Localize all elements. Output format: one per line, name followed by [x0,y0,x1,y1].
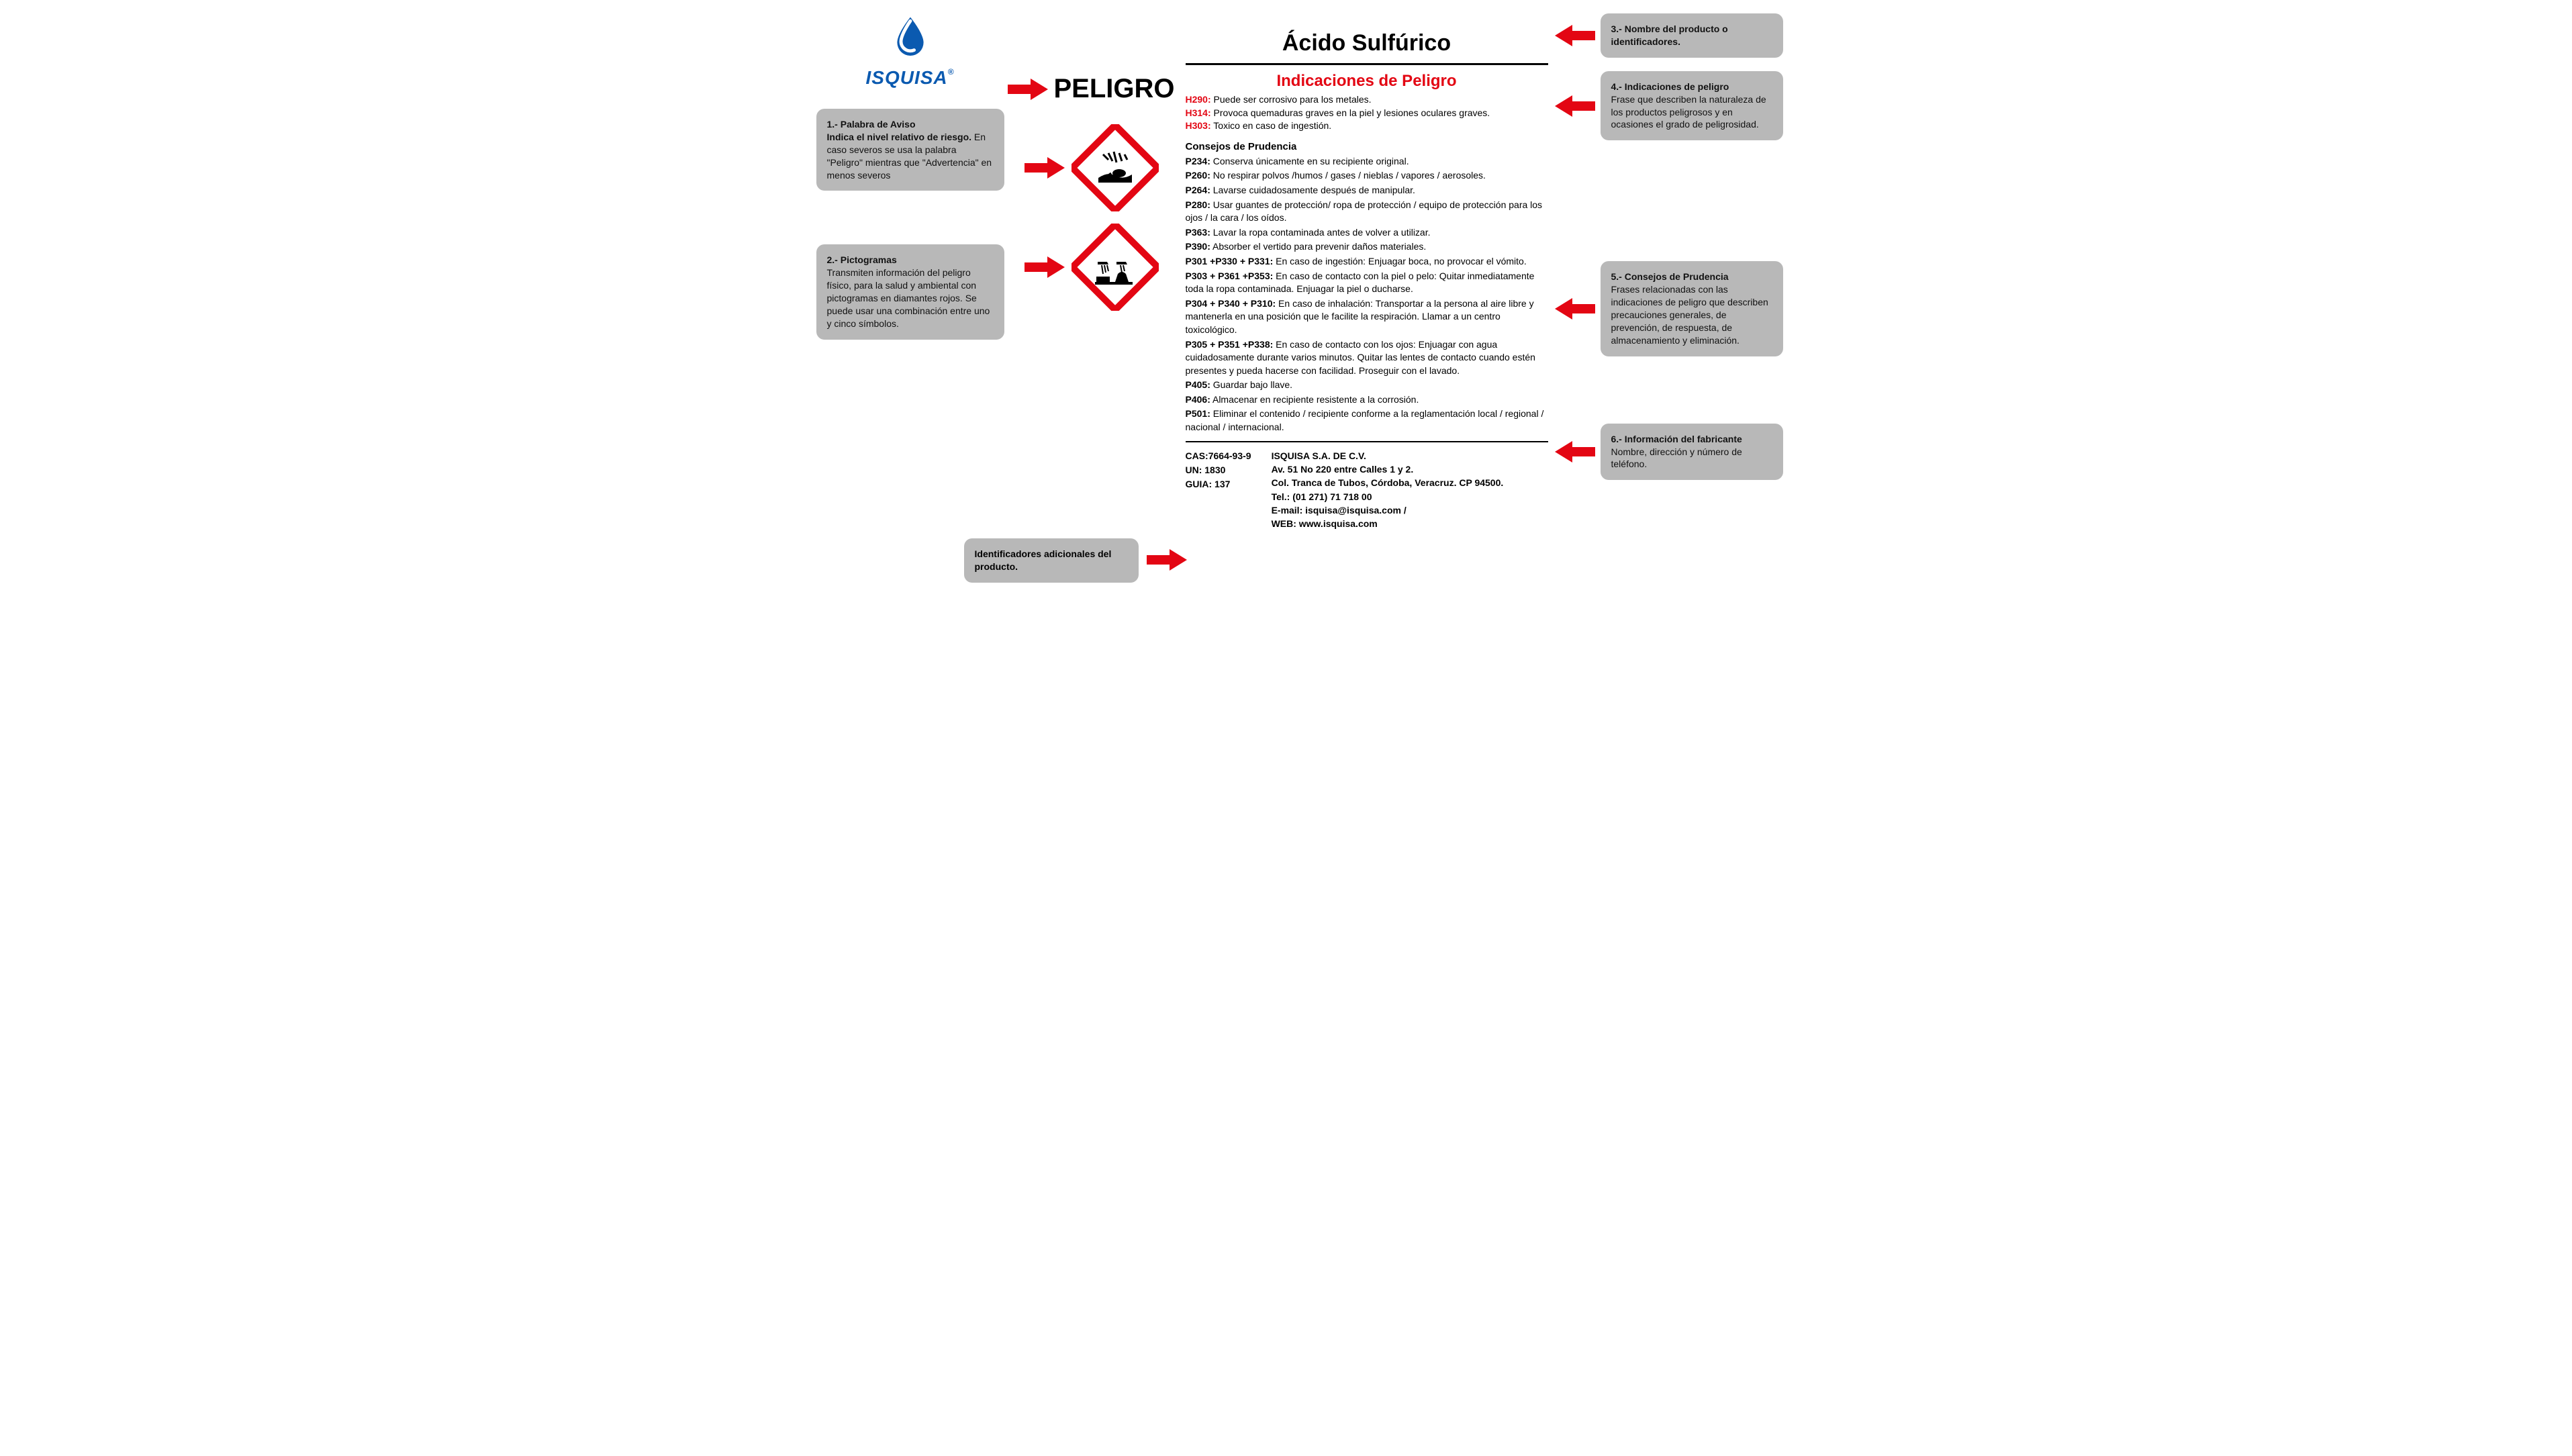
hazard-text: Puede ser corrosivo para los metales. [1211,94,1372,105]
prudence-line: P406: Almacenar en recipiente resistente… [1186,393,1548,407]
product-identifiers: CAS:7664-93-9 UN: 1830 GUIA: 137 [1186,449,1251,531]
product-title: Ácido Sulfúrico [1186,30,1548,56]
callout-3-product-name: 3.- Nombre del producto o identificadore… [1601,13,1783,58]
guia-number: GUIA: 137 [1186,477,1251,491]
mfr-web: WEB: www.isquisa.com [1272,517,1504,530]
prudence-line: P280: Usar guantes de protección/ ropa d… [1186,199,1548,225]
prudence-code: P260: [1186,170,1210,181]
arrow-left-icon [1555,297,1595,321]
divider [1186,63,1548,65]
prudence-code: P363: [1186,227,1210,238]
callout-2-body: Transmiten información del peligro físic… [827,267,990,329]
arrow-right-icon [1025,255,1065,279]
prudence-line: P405: Guardar bajo llave. [1186,379,1548,392]
prudence-text: Usar guantes de protección/ ropa de prot… [1186,199,1543,224]
prudence-line: P234: Conserva únicamente en su recipien… [1186,155,1548,168]
prudence-text: Almacenar en recipiente resistente a la … [1210,394,1419,405]
cas-number: CAS:7664-93-9 [1186,449,1251,463]
prudence-text: Eliminar el contenido / recipiente confo… [1186,408,1544,432]
brand-name: ISQUISA® [816,67,1004,89]
mfr-email: E-mail: isquisa@isquisa.com / [1272,503,1504,517]
callout-1-signal-word: 1.- Palabra de Aviso Indica el nivel rel… [816,109,1004,191]
hazard-text: Provoca quemaduras graves en la piel y l… [1211,107,1490,118]
mfr-tel: Tel.: (01 271) 71 718 00 [1272,490,1504,503]
prudence-line: P305 + P351 +P338: En caso de contacto c… [1186,338,1548,378]
arrow-right-icon [1147,548,1187,572]
prudence-text: En caso de ingestión: Enjuagar boca, no … [1273,256,1526,266]
prudence-line: P304 + P340 + P310: En caso de inhalació… [1186,297,1548,337]
left-column: ISQUISA® 1.- Palabra de Aviso Indica el … [816,13,1004,530]
prudence-code: P234: [1186,156,1210,166]
callout-6-body: Nombre, dirección y número de teléfono. [1611,446,1742,470]
prudence-code: P301 +P330 + P331: [1186,256,1274,266]
prudence-text: Absorber el vertido para prevenir daños … [1210,241,1426,252]
manufacturer-info: ISQUISA S.A. DE C.V. Av. 51 No 220 entre… [1272,449,1504,531]
callout-4-hazard-statements: 4.- Indicaciones de peligro Frase que de… [1601,71,1783,141]
center-column: Ácido Sulfúrico Indicaciones de Peligro … [1179,13,1555,530]
right-column: 3.- Nombre del producto o identificadore… [1555,13,1783,530]
hazard-statements: H290: Puede ser corrosivo para los metal… [1186,93,1548,133]
hazard-line: H314: Provoca quemaduras graves en la pi… [1186,107,1548,120]
prudence-line: P303 + P361 +P353: En caso de contacto c… [1186,270,1548,296]
registered-mark: ® [948,67,955,77]
prudence-line: P260: No respirar polvos /humos / gases … [1186,169,1548,183]
divider [1186,441,1548,442]
prudence-code: P406: [1186,394,1210,405]
prudence-code: P305 + P351 +P338: [1186,339,1274,350]
mfr-name: ISQUISA S.A. DE C.V. [1272,449,1504,463]
ghs-environment-icon [1071,124,1159,211]
pictogram-group [1025,124,1159,311]
callout-5-body: Frases relacionadas con las indicaciones… [1611,284,1768,346]
callout-5-precaution: 5.- Consejos de Prudencia Frases relacio… [1601,261,1783,356]
drop-icon [887,13,934,60]
prudence-statements: P234: Conserva únicamente en su recipien… [1186,155,1548,434]
prudence-code: P304 + P340 + P310: [1186,298,1276,309]
hazard-line: H303: Toxico en caso de ingestión. [1186,119,1548,133]
arrow-right-icon [1025,156,1065,180]
callout-4-body: Frase que describen la naturaleza de los… [1611,94,1766,130]
prudence-text: Conserva únicamente en su recipiente ori… [1210,156,1409,166]
arrow-left-icon [1555,94,1595,118]
prudence-code: P280: [1186,199,1210,210]
callout-2-pictograms: 2.- Pictogramas Transmiten información d… [816,244,1004,339]
arrow-right-icon [1008,77,1048,101]
hazard-line: H290: Puede ser corrosivo para los metal… [1186,93,1548,107]
arrow-left-icon [1555,23,1595,48]
prudence-line: P363: Lavar la ropa contaminada antes de… [1186,226,1548,240]
prudence-line: P501: Eliminar el contenido / recipiente… [1186,407,1548,434]
prudence-code: P501: [1186,408,1210,419]
prudence-text: Lavar la ropa contaminada antes de volve… [1210,227,1431,238]
prudence-text: Guardar bajo llave. [1210,379,1292,390]
hazard-code: H290: [1186,94,1211,105]
prudence-title: Consejos de Prudencia [1186,141,1548,152]
prudence-line: P301 +P330 + P331: En caso de ingestión:… [1186,255,1548,269]
arrow-left-icon [1555,440,1595,464]
callout-6-manufacturer: 6.- Información del fabricante Nombre, d… [1601,424,1783,481]
bottom-info-row: CAS:7664-93-9 UN: 1830 GUIA: 137 ISQUISA… [1186,449,1548,531]
brand-logo: ISQUISA® [816,13,1004,89]
prudence-text: Lavarse cuidadosamente después de manipu… [1210,185,1415,195]
hazard-code: H314: [1186,107,1211,118]
mfr-addr2: Col. Tranca de Tubos, Córdoba, Veracruz.… [1272,476,1504,489]
signal-word: PELIGRO [1053,74,1174,104]
prudence-code: P264: [1186,185,1210,195]
mfr-addr1: Av. 51 No 220 entre Calles 1 y 2. [1272,463,1504,476]
prudence-text: No respirar polvos /humos / gases / nieb… [1210,170,1486,181]
prudence-line: P390: Absorber el vertido para prevenir … [1186,240,1548,254]
un-number: UN: 1830 [1186,463,1251,477]
hazard-text: Toxico en caso de ingestión. [1211,120,1332,131]
prudence-code: P390: [1186,241,1210,252]
hazard-title: Indicaciones de Peligro [1186,72,1548,91]
callout-ids: Identificadores adicionales del producto… [964,538,1139,583]
infographic-root: ISQUISA® 1.- Palabra de Aviso Indica el … [816,13,1756,583]
prudence-code: P303 + P361 +P353: [1186,271,1274,281]
hazard-code: H303: [1186,120,1211,131]
prudence-line: P264: Lavarse cuidadosamente después de … [1186,184,1548,197]
ghs-corrosion-icon [1071,224,1159,311]
bottom-row: Identificadores adicionales del producto… [816,538,1783,583]
middle-column: PELIGRO [1004,13,1179,530]
prudence-code: P405: [1186,379,1210,390]
